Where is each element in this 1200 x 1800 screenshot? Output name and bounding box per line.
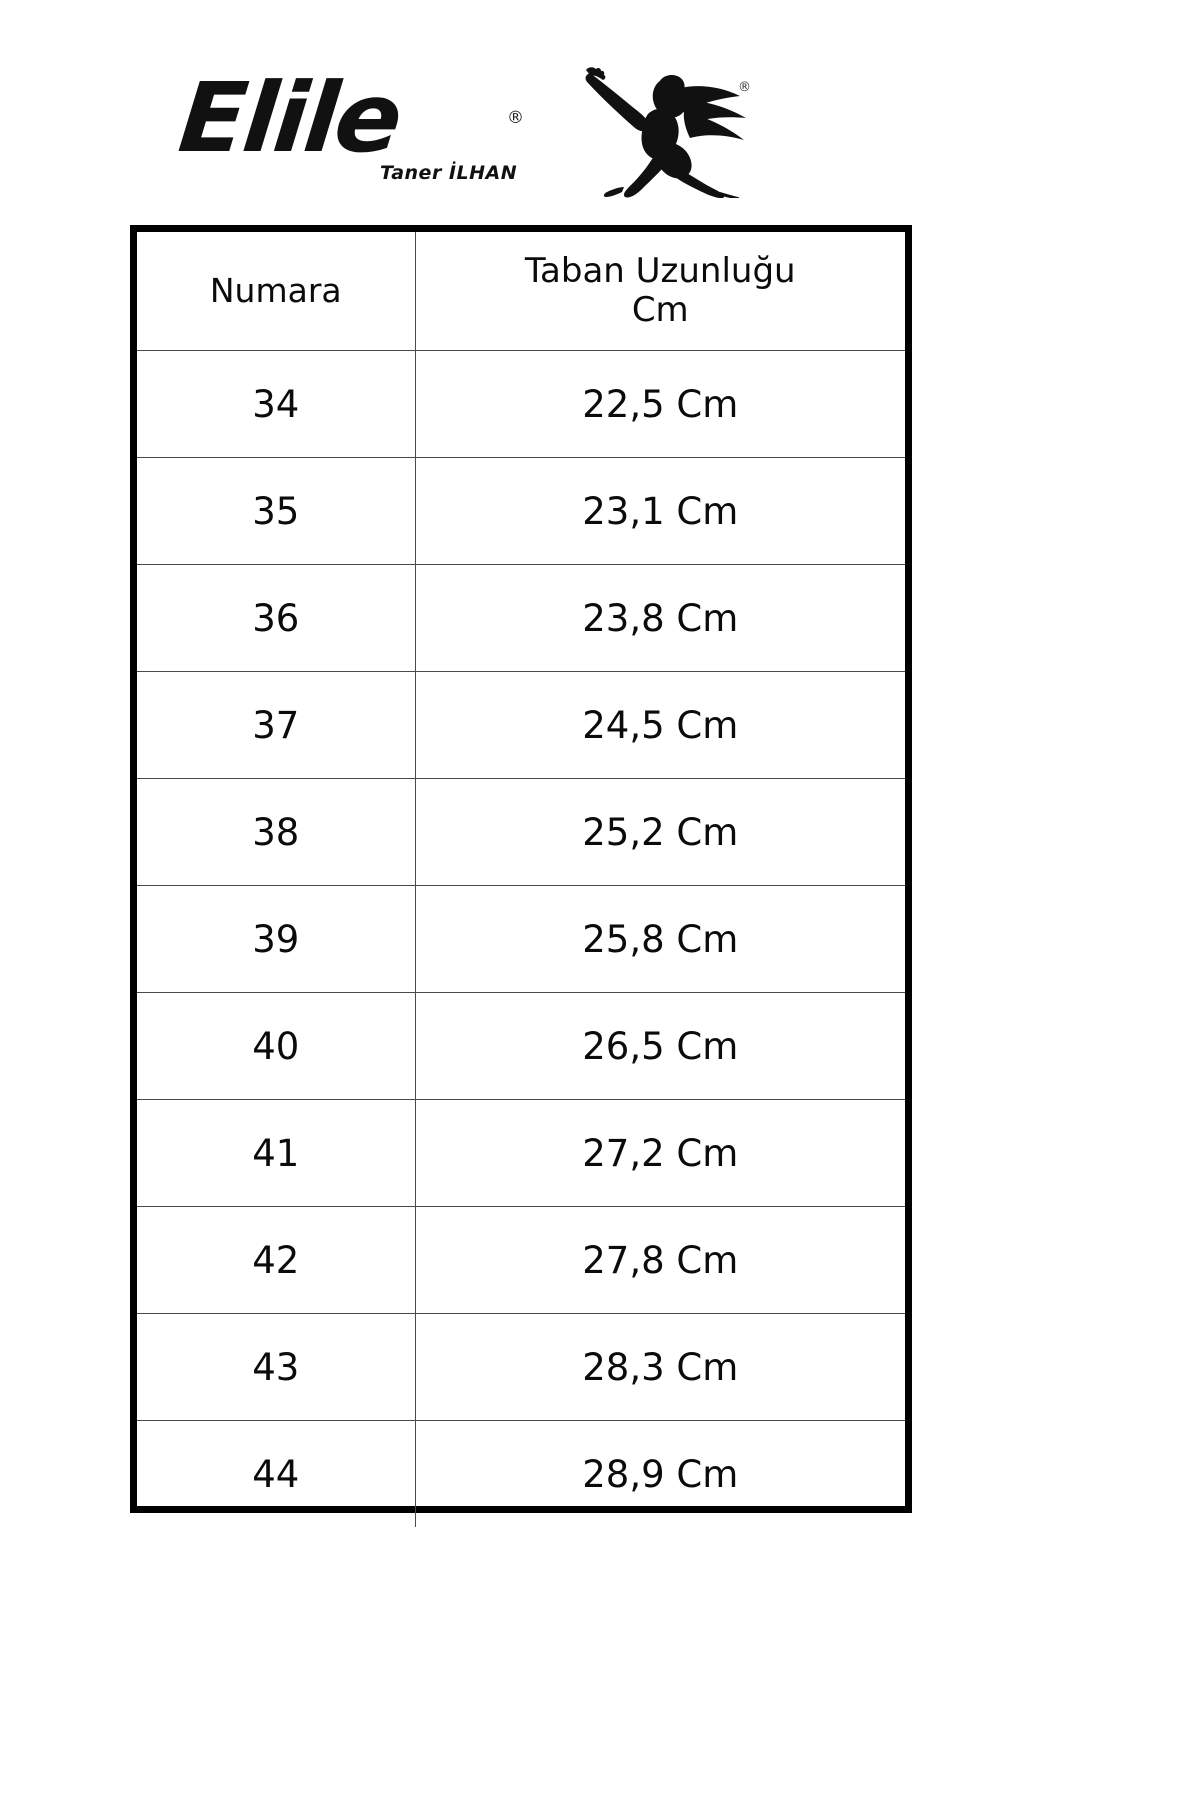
cell-taban: 26,5 Cm [414, 992, 905, 1100]
column-header-numara: Numara [137, 232, 416, 351]
size-chart-table-container: Numara Taban Uzunluğu Cm 34 22,5 Cm 35 2… [130, 225, 912, 1527]
cell-taban: 22,5 Cm [414, 350, 905, 458]
size-chart-table: Numara Taban Uzunluğu Cm 34 22,5 Cm 35 2… [137, 232, 905, 1527]
figure-registered-trademark-icon: ® [738, 80, 751, 95]
table-row: 40 26,5 Cm [137, 992, 905, 1100]
table-row: 38 25,2 Cm [137, 778, 905, 886]
cell-taban: 28,9 Cm [414, 1420, 905, 1527]
cell-numara: 35 [137, 457, 416, 565]
cell-numara: 41 [137, 1099, 416, 1207]
brand-wordmark: Elile [174, 62, 405, 174]
cell-numara: 36 [137, 564, 416, 672]
cell-taban: 27,2 Cm [414, 1099, 905, 1207]
cell-numara: 38 [137, 778, 416, 886]
table-body: 34 22,5 Cm 35 23,1 Cm 36 23,8 Cm 37 24,5… [137, 350, 905, 1527]
dancing-woman-silhouette-icon: ® [570, 58, 751, 198]
brand-subtitle: Taner İLHAN [380, 162, 518, 184]
cell-taban: 27,8 Cm [414, 1206, 905, 1314]
cell-numara: 39 [137, 885, 416, 993]
cell-numara: 43 [137, 1313, 416, 1421]
table-row: 37 24,5 Cm [137, 671, 905, 779]
brand-logo: Elile ® Taner İLHAN [130, 58, 910, 206]
table-header: Numara Taban Uzunluğu Cm [137, 232, 905, 351]
cell-numara: 44 [137, 1420, 416, 1527]
table-row: 36 23,8 Cm [137, 564, 905, 672]
registered-trademark-icon: ® [507, 108, 524, 128]
column-header-taban-uzunlugu-line1: Taban Uzunluğu [524, 250, 796, 291]
cell-numara: 37 [137, 671, 416, 779]
cell-taban: 23,8 Cm [414, 564, 905, 672]
table-row: 35 23,1 Cm [137, 457, 905, 565]
cell-taban: 23,1 Cm [414, 457, 905, 565]
column-header-taban-uzunlugu-line2: Cm [631, 290, 689, 330]
table-header-row: Numara Taban Uzunluğu Cm [137, 232, 905, 351]
table-row: 41 27,2 Cm [137, 1099, 905, 1207]
cell-numara: 42 [137, 1206, 416, 1314]
cell-numara: 40 [137, 992, 416, 1100]
table-row: 39 25,8 Cm [137, 885, 905, 993]
brand-wordmark-wrap: Elile ® [174, 62, 555, 190]
table-row: 44 28,9 Cm [137, 1420, 905, 1527]
cell-numara: 34 [137, 350, 416, 458]
cell-taban: 25,8 Cm [414, 885, 905, 993]
table-row: 34 22,5 Cm [137, 350, 905, 458]
table-row: 43 28,3 Cm [137, 1313, 905, 1421]
table-row: 42 27,8 Cm [137, 1206, 905, 1314]
cell-taban: 25,2 Cm [414, 778, 905, 886]
cell-taban: 24,5 Cm [414, 671, 905, 779]
column-header-taban-uzunlugu: Taban Uzunluğu Cm [414, 232, 905, 351]
cell-taban: 28,3 Cm [414, 1313, 905, 1421]
